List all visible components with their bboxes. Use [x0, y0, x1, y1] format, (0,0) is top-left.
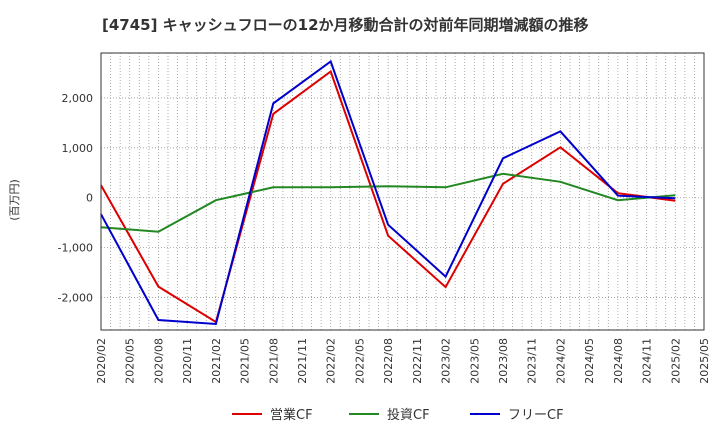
x-tick-label: 2020/02 [95, 338, 108, 384]
x-tick-label: 2025/05 [698, 338, 711, 384]
x-tick-label: 2024/08 [612, 338, 625, 384]
chart-title: [4745] キャッシュフローの12か月移動合計の対前年同期増減額の推移 [102, 16, 589, 34]
x-tick-label: 2021/02 [210, 338, 223, 384]
x-tick-label: 2024/05 [583, 338, 596, 384]
series-line [100, 69, 676, 324]
x-tick-label: 2023/02 [440, 338, 453, 384]
x-tick-labels: 2020/02 2020/05 2020/08 2020/11 2021/02 2021/… [95, 338, 711, 384]
plot-frame [100, 52, 705, 331]
y-tick-label: 2,000 [62, 92, 94, 105]
x-tick-label: 2023/05 [468, 338, 481, 384]
legend-label: 営業CF [270, 407, 313, 423]
x-tick-label: 2023/11 [526, 338, 539, 384]
y-tick-label: 0 [86, 192, 93, 205]
x-tick-label: 2023/08 [497, 338, 510, 384]
x-tick-label: 2024/02 [554, 338, 567, 384]
x-tick-label: 2022/02 [325, 338, 338, 384]
legend-label: 投資CF [387, 407, 430, 423]
series-line [100, 59, 676, 326]
y-tick-labels: -2,000 -1,000 0 1,000 2,000 [58, 92, 93, 305]
y-tick-label: 1,000 [62, 142, 94, 155]
x-tick-label: 2022/11 [411, 338, 424, 384]
series-lines [100, 59, 676, 326]
legend-label: フリーCF [508, 408, 564, 423]
x-tick-label: 2021/08 [267, 338, 280, 384]
series-line [100, 172, 676, 233]
y-axis-label: (百万円) [8, 179, 21, 221]
grid-lines [100, 53, 705, 330]
x-tick-label: 2021/11 [296, 338, 309, 384]
x-tick-label: 2025/02 [669, 338, 682, 384]
legend: 営業CF 投資CF フリーCF [232, 407, 564, 423]
x-tick-label: 2022/05 [353, 338, 366, 384]
x-tick-label: 2024/11 [641, 338, 654, 384]
x-tick-label: 2020/11 [181, 338, 194, 384]
x-tick-label: 2020/05 [124, 338, 137, 384]
y-tick-label: -1,000 [58, 242, 93, 255]
x-tick-label: 2020/08 [152, 338, 165, 384]
x-tick-label: 2021/05 [239, 338, 252, 384]
x-tick-label: 2022/08 [382, 338, 395, 384]
y-tick-label: -2,000 [58, 292, 93, 305]
